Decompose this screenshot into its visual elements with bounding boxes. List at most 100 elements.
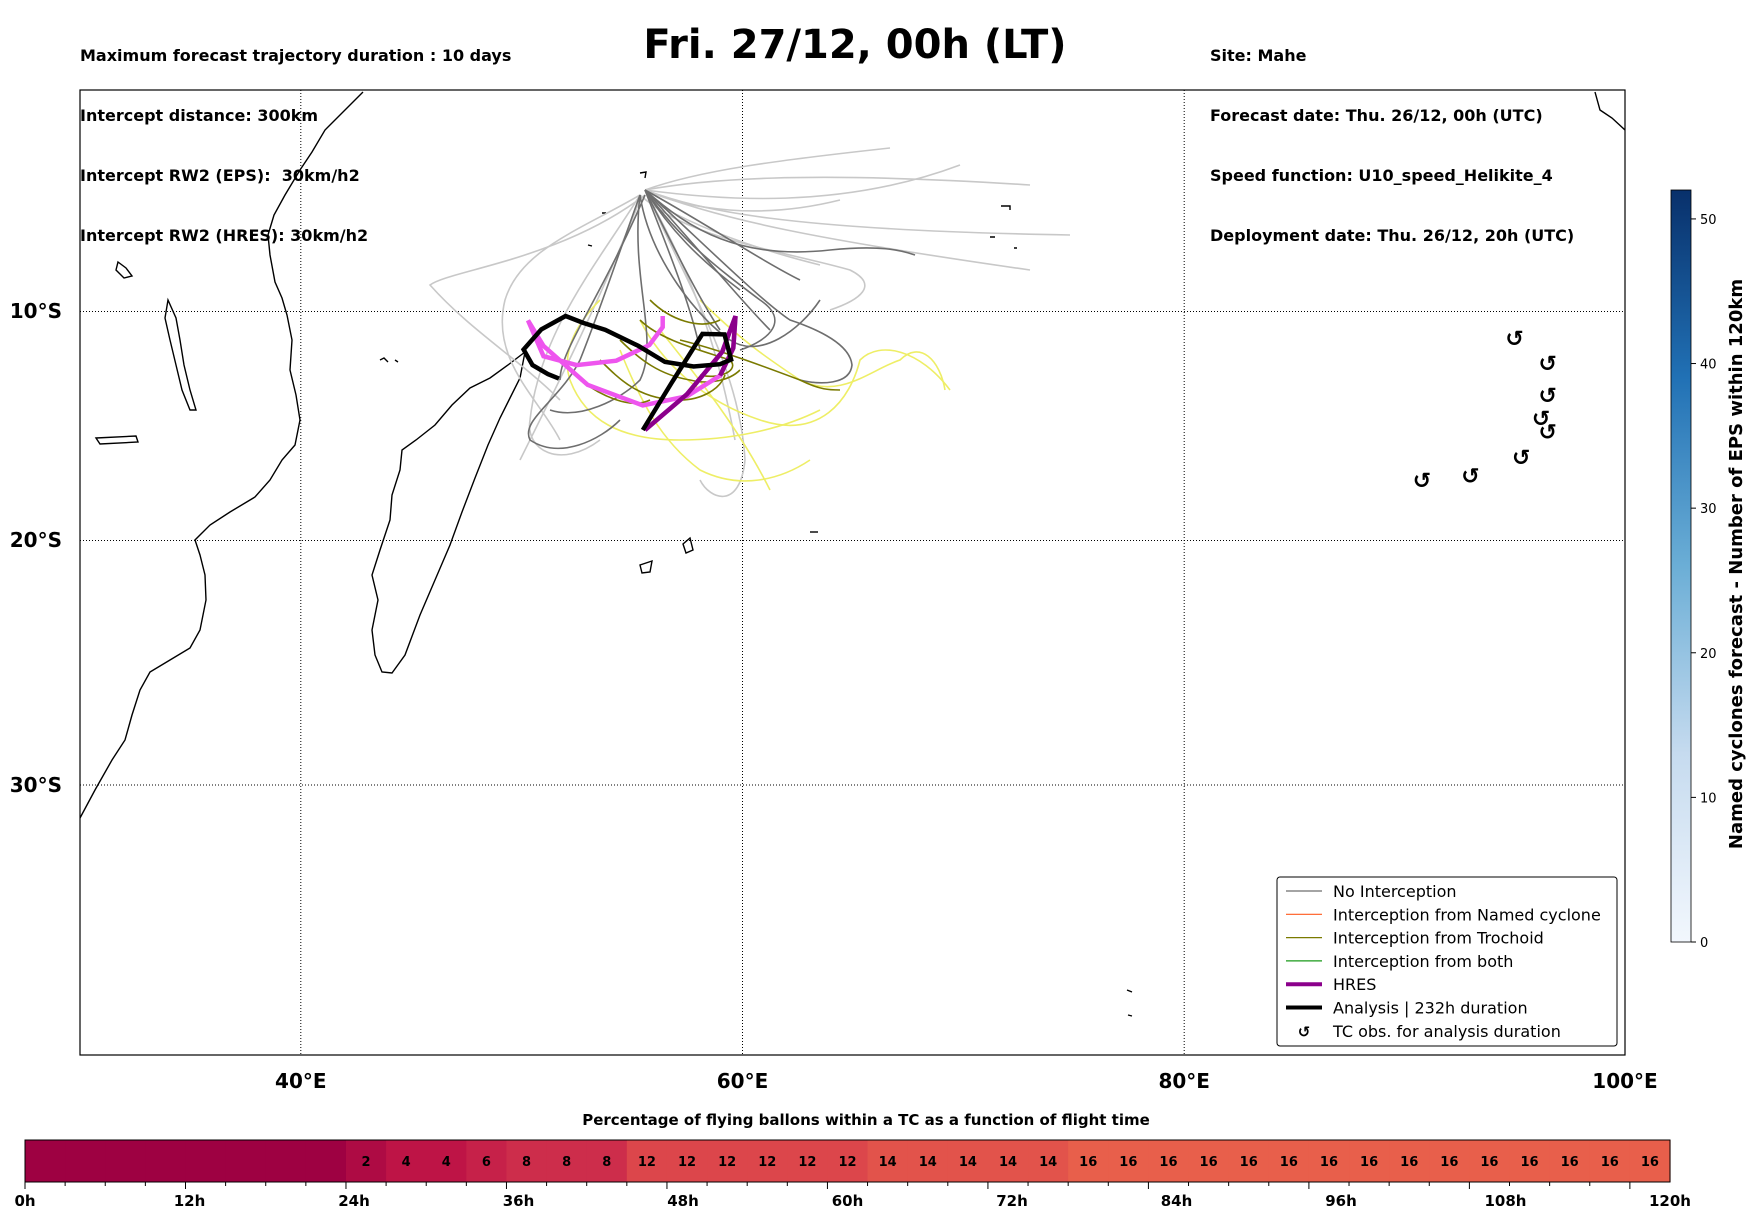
flight-time-cell xyxy=(1268,1140,1310,1182)
flight-time-cell xyxy=(1108,1140,1150,1182)
flight-time-cell xyxy=(1068,1140,1109,1182)
colorbar-tick-label: 0 xyxy=(1700,936,1708,951)
eps-colorbar: 0 10 20 30 40 50 Named cyclones forecast - Nu… xyxy=(1670,189,1747,951)
flight-time-cell xyxy=(1188,1140,1230,1182)
lat-label-20: 20°S xyxy=(10,528,62,552)
comoros-island xyxy=(379,357,399,363)
flight-time-tick-label: 84h xyxy=(1161,1192,1193,1210)
flight-time-cell-value: 2 xyxy=(362,1155,371,1170)
flight-time-cell xyxy=(506,1140,548,1182)
flight-time-tick-label: 96h xyxy=(1325,1192,1357,1210)
flight-time-cell-value: 16 xyxy=(1079,1155,1097,1170)
flight-time-axis: 0h 12h 24h 36h 48h 60h 72h 84h 96h 108h 120h xyxy=(14,1182,1691,1210)
legend-label: Interception from Named cyclone xyxy=(1333,905,1601,924)
flight-time-cell-value: 12 xyxy=(798,1155,816,1170)
flight-time-cell xyxy=(586,1140,628,1182)
site-text: Site: Mahe xyxy=(1210,46,1307,65)
mozambique-bay xyxy=(94,435,139,445)
colorbar-label: Named cyclones forecast - Number of EPS … xyxy=(1726,279,1747,849)
legend-label: Analysis | 232h duration xyxy=(1333,999,1528,1018)
flight-time-cell xyxy=(1148,1140,1190,1182)
flight-time-cell xyxy=(386,1140,427,1182)
intercept-distance-text: Intercept distance: 300km xyxy=(80,106,319,125)
legend-label: Interception from Trochoid xyxy=(1333,929,1544,948)
lake-tanganyika xyxy=(115,260,134,279)
lat-label-30: 30°S xyxy=(10,773,62,797)
flight-time-tick-label: 120h xyxy=(1649,1192,1691,1210)
tc-observation-symbol: ↺ xyxy=(1461,464,1479,489)
flight-time-cell xyxy=(1429,1140,1470,1182)
flight-time-cell-value: 16 xyxy=(1440,1155,1458,1170)
flight-time-cell-value: 16 xyxy=(1280,1155,1298,1170)
flight-time-cell-value: 4 xyxy=(402,1155,411,1170)
flight-time-cell-value: 8 xyxy=(602,1155,611,1170)
flight-time-cell xyxy=(1228,1140,1270,1182)
lon-label-100: 100°E xyxy=(1592,1069,1657,1093)
flight-time-cell xyxy=(1549,1140,1591,1182)
flight-time-cell xyxy=(987,1140,1029,1182)
flight-time-tick-label: 12h xyxy=(174,1192,206,1210)
madagascar-coastline xyxy=(371,350,527,674)
flight-time-cell xyxy=(185,1140,227,1182)
legend-label: HRES xyxy=(1333,975,1376,994)
flight-time-cell xyxy=(1629,1140,1671,1182)
flight-time-tick-label: 0h xyxy=(14,1192,35,1210)
flight-time-cell xyxy=(25,1140,66,1182)
flight-time-cell-value: 12 xyxy=(638,1155,656,1170)
eps-trajectories-light xyxy=(428,147,1071,498)
tc-observation-symbol: ↺ xyxy=(1539,352,1557,377)
site-info: Site: Mahe Forecast date: Thu. 26/12, 00… xyxy=(1210,6,1574,266)
lon-label-80: 80°E xyxy=(1158,1069,1210,1093)
seychelles-island xyxy=(639,171,647,179)
flight-time-cell xyxy=(1469,1140,1511,1182)
colorbar-tick-label: 50 xyxy=(1700,213,1717,228)
tc-observation-symbol: ↺ xyxy=(1539,421,1557,446)
flight-time-tick-label: 60h xyxy=(832,1192,864,1210)
flight-time-cell-value: 6 xyxy=(482,1155,491,1170)
flight-time-cell-value: 14 xyxy=(919,1155,937,1170)
flight-time-cell-value: 16 xyxy=(1200,1155,1218,1170)
mauritius-island xyxy=(639,559,653,574)
map-gridlines xyxy=(80,90,1625,1055)
map-title: Fri. 27/12, 00h (LT) xyxy=(643,22,1067,68)
flight-time-cell xyxy=(1028,1140,1069,1182)
flight-time-bar-frame xyxy=(24,1139,1671,1183)
lake-malawi xyxy=(164,297,197,411)
flight-time-cell xyxy=(305,1140,347,1182)
flight-time-cell-value: 12 xyxy=(718,1155,736,1170)
forecast-date-text: Forecast date: Thu. 26/12, 00h (UTC) xyxy=(1210,106,1543,125)
flight-time-cell-value: 16 xyxy=(1561,1155,1579,1170)
flight-time-cell-value: 16 xyxy=(1400,1155,1418,1170)
flight-time-cell xyxy=(707,1140,748,1182)
flight-time-cell xyxy=(1589,1140,1631,1182)
southern-islet xyxy=(1126,989,1133,1017)
flight-time-tick-label: 108h xyxy=(1485,1192,1527,1210)
flight-time-cell xyxy=(466,1140,508,1182)
flight-time-cell xyxy=(225,1140,267,1182)
flight-time-cell xyxy=(65,1140,106,1182)
flight-time-cell xyxy=(666,1140,708,1182)
flight-time-cell xyxy=(947,1140,989,1182)
flight-time-cell-value: 16 xyxy=(1480,1155,1498,1170)
tc-observation-symbol: ↺ xyxy=(1505,327,1523,352)
analysis-track xyxy=(520,313,734,432)
deployment-date-text: Deployment date: Thu. 26/12, 20h (UTC) xyxy=(1210,226,1575,245)
flight-time-bar: 2 4 4 6 8 8 8 12 12 12 12 12 12 14 14 14 14 14 16 16 16 16 16 1… xyxy=(25,1140,1671,1182)
flight-time-cell-value: 14 xyxy=(1039,1155,1057,1170)
tc-observation-symbol: ↺ xyxy=(1413,469,1431,494)
flight-time-cell xyxy=(1308,1140,1350,1182)
legend-symbol: ↺ xyxy=(1298,1023,1311,1041)
forecast-parameters: Maximum forecast trajectory duration : 1… xyxy=(80,6,511,266)
flight-time-cell xyxy=(1389,1140,1430,1182)
flight-time-cell-value: 14 xyxy=(879,1155,897,1170)
flight-time-tick-label: 48h xyxy=(667,1192,699,1210)
flight-time-cell xyxy=(907,1140,949,1182)
intercept-hres-text: Intercept RW2 (HRES): 30km/h2 xyxy=(80,226,369,245)
map-legend: No Interception Interception from Named c… xyxy=(1276,876,1618,1047)
flight-time-cell xyxy=(867,1140,909,1182)
flight-time-cell-value: 16 xyxy=(1320,1155,1338,1170)
tc-observation-symbol: ↺ xyxy=(1532,407,1550,432)
bottom-bar-title: Percentage of flying ballons within a TC… xyxy=(582,1111,1150,1129)
colorbar-tick-label: 30 xyxy=(1700,502,1717,517)
northeast-coast-fragment xyxy=(1594,91,1625,131)
